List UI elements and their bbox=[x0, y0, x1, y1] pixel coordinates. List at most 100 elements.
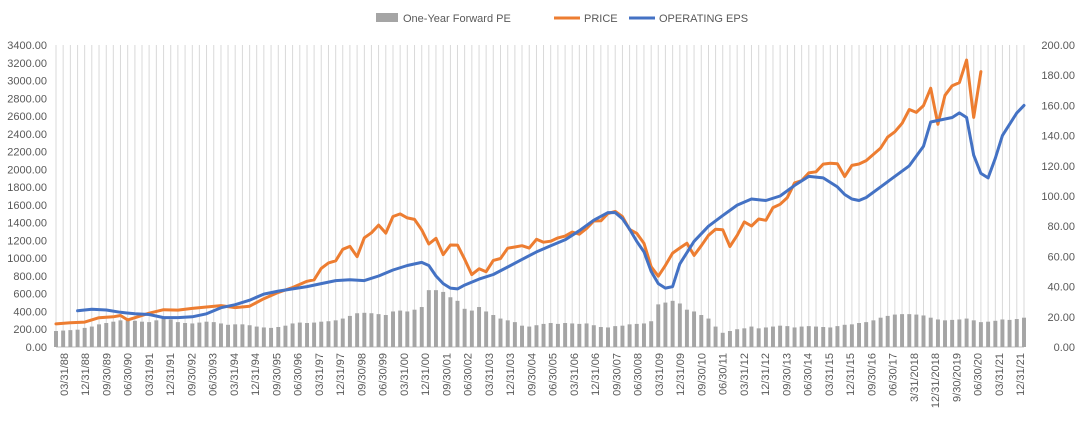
pe-bar bbox=[240, 324, 245, 347]
x-tick-label: 03/31/12 bbox=[739, 353, 751, 396]
operating-eps-line bbox=[76, 103, 1026, 320]
y-right-tick-label: 80.00 bbox=[1047, 221, 1075, 233]
y-axis-right: 0.00 20.00 40.00 60.00 80.00 100.00 120.00 140.… bbox=[1041, 40, 1075, 354]
pe-bar bbox=[183, 323, 188, 347]
pe-bar bbox=[778, 325, 783, 347]
pe-bar bbox=[649, 321, 654, 347]
pe-bar bbox=[943, 320, 947, 347]
x-tick-label: 03/31/00 bbox=[399, 353, 411, 396]
pe-bar bbox=[211, 322, 216, 347]
pe-bar bbox=[684, 309, 689, 347]
pe-bar bbox=[326, 321, 331, 347]
y-left-tick-label: 800.00 bbox=[13, 271, 47, 283]
pe-bar bbox=[426, 290, 431, 347]
pe-bar bbox=[864, 322, 869, 347]
x-tick-label: 06/30/02 bbox=[463, 353, 475, 396]
pe-bar bbox=[806, 326, 811, 347]
y-right-tick-label: 100.00 bbox=[1041, 191, 1075, 203]
pe-bar bbox=[620, 325, 625, 347]
y-left-tick-label: 3000.00 bbox=[7, 76, 47, 88]
pe-bar bbox=[770, 326, 775, 347]
pe-bar bbox=[591, 325, 596, 347]
y-right-tick-label: 120.00 bbox=[1041, 161, 1075, 173]
pe-bar bbox=[971, 320, 976, 347]
y-left-tick-label: 200.00 bbox=[13, 324, 47, 336]
x-tick-label: 12/31/21 bbox=[1015, 353, 1027, 396]
pe-bar bbox=[140, 321, 144, 347]
pe-bar bbox=[892, 314, 897, 347]
pe-bar bbox=[455, 300, 460, 347]
x-tick-label: 12/31/97 bbox=[335, 353, 347, 396]
y-left-tick-label: 1600.00 bbox=[7, 200, 47, 212]
y-left-tick-label: 1400.00 bbox=[7, 218, 47, 230]
pe-bar bbox=[900, 314, 905, 347]
pe-bar bbox=[1000, 319, 1005, 347]
pe-bar bbox=[190, 323, 195, 347]
pe-bar bbox=[670, 300, 675, 347]
x-tick-label: 9/30/2019 bbox=[951, 353, 963, 402]
pe-bar bbox=[527, 326, 532, 347]
x-tick-label: 06/30/96 bbox=[293, 353, 305, 396]
pe-bar bbox=[261, 327, 266, 347]
pe-bar bbox=[147, 322, 152, 347]
x-tick-label: 09/30/10 bbox=[696, 353, 708, 396]
pe-bar bbox=[821, 327, 826, 347]
pe-bar bbox=[82, 327, 87, 347]
vertical-gridlines bbox=[55, 45, 1025, 348]
pe-bar bbox=[355, 313, 360, 347]
x-tick-label: 12/31/91 bbox=[165, 353, 177, 396]
pe-bar bbox=[104, 323, 109, 347]
pe-bar bbox=[405, 311, 410, 347]
x-tick-label: 09/30/16 bbox=[866, 353, 878, 396]
pe-bar bbox=[218, 323, 223, 347]
y-left-tick-label: 2600.00 bbox=[7, 111, 47, 123]
pe-bar bbox=[835, 326, 840, 347]
x-tick-label: 09/30/04 bbox=[526, 353, 538, 396]
pe-bar bbox=[383, 315, 388, 347]
pe-bar bbox=[362, 312, 367, 347]
pe-bar bbox=[254, 326, 259, 347]
pe-bar bbox=[111, 321, 116, 347]
x-tick-label: 03/31/97 bbox=[314, 353, 326, 396]
pe-bar bbox=[613, 326, 618, 347]
pe-bar bbox=[168, 319, 173, 347]
x-tick-label: 3/31/2018 bbox=[909, 353, 921, 402]
pe-bar bbox=[391, 311, 395, 347]
y-left-tick-label: 400.00 bbox=[13, 306, 47, 318]
x-tick-label: 03/31/88 bbox=[59, 353, 71, 396]
pe-bar bbox=[735, 329, 740, 347]
x-tick-label: 12/31/03 bbox=[505, 353, 517, 396]
x-tick-label: 03/31/03 bbox=[484, 353, 496, 396]
y-left-tick-label: 3400.00 bbox=[7, 40, 47, 52]
pe-bar bbox=[828, 327, 833, 347]
pe-bar bbox=[54, 331, 58, 347]
pe-bar bbox=[269, 327, 274, 347]
pe-bar bbox=[584, 323, 589, 347]
y-left-tick-label: 0.00 bbox=[26, 342, 47, 354]
pe-bar bbox=[677, 303, 682, 347]
y-left-tick-label: 2400.00 bbox=[7, 129, 47, 141]
pe-bars bbox=[54, 290, 1026, 347]
pe-bar bbox=[226, 324, 231, 347]
pe-bar bbox=[419, 307, 424, 347]
pe-bar bbox=[491, 315, 496, 347]
x-tick-label: 06/30/05 bbox=[548, 353, 560, 396]
legend-label: One-Year Forward PE bbox=[403, 13, 511, 25]
pe-bar bbox=[498, 318, 503, 347]
pe-bar bbox=[964, 318, 969, 347]
x-tick-label: 09/30/07 bbox=[611, 353, 623, 396]
pe-bar bbox=[297, 322, 302, 347]
pe-bar bbox=[448, 297, 453, 347]
x-tick-label: 12/31/94 bbox=[250, 353, 262, 396]
x-tick-label: 03/31/94 bbox=[229, 353, 241, 396]
y-right-tick-label: 20.00 bbox=[1047, 312, 1075, 324]
x-tick-label: 06/30/17 bbox=[888, 353, 900, 396]
pe-bar bbox=[548, 323, 553, 347]
x-tick-label: 09/30/95 bbox=[271, 353, 283, 396]
y-left-tick-label: 1000.00 bbox=[7, 253, 47, 265]
pe-bar bbox=[319, 321, 324, 347]
pe-bar bbox=[871, 320, 876, 347]
x-tick-label: 06/30/14 bbox=[803, 353, 815, 396]
pe-bar bbox=[97, 324, 102, 347]
pe-bar bbox=[706, 318, 711, 347]
